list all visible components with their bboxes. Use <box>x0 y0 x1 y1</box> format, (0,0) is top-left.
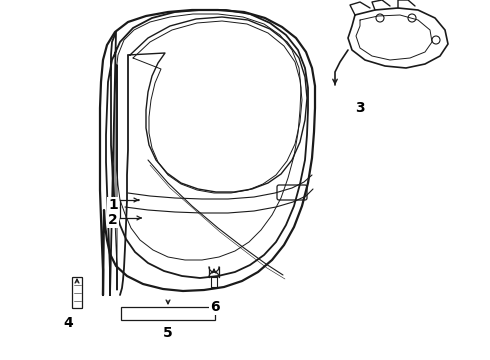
Text: 2: 2 <box>108 213 118 227</box>
Text: 6: 6 <box>210 300 220 314</box>
Text: 5: 5 <box>163 326 173 340</box>
Text: 4: 4 <box>63 316 73 330</box>
Text: 3: 3 <box>355 101 365 115</box>
Text: 1: 1 <box>108 198 118 212</box>
Bar <box>121 307 215 320</box>
